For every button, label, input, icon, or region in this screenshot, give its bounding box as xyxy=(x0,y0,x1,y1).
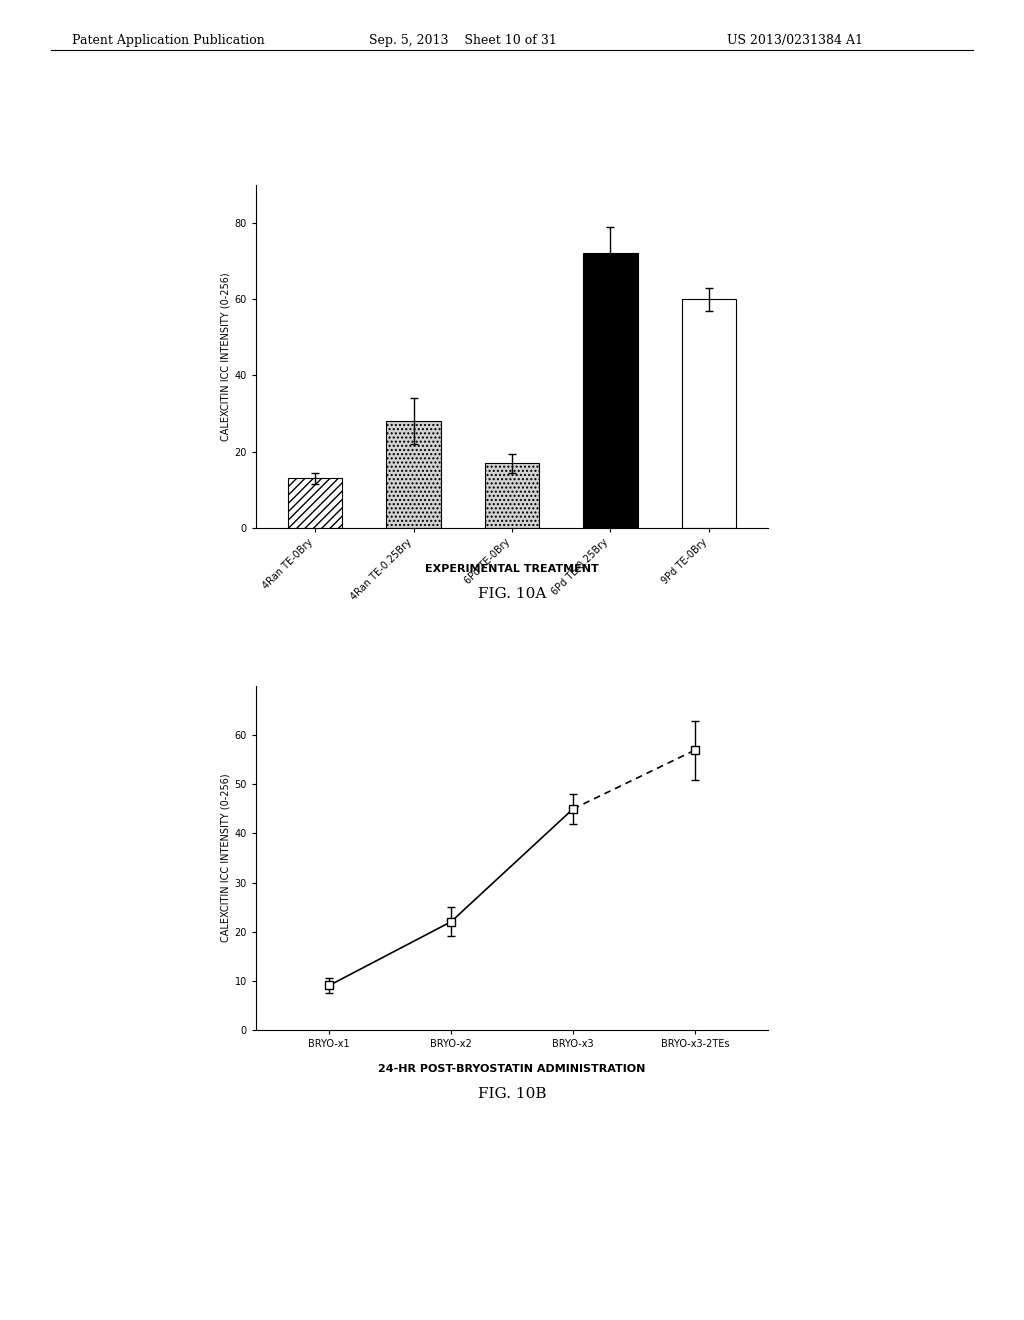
Text: Patent Application Publication: Patent Application Publication xyxy=(72,34,264,48)
Bar xyxy=(386,421,440,528)
Text: Sep. 5, 2013    Sheet 10 of 31: Sep. 5, 2013 Sheet 10 of 31 xyxy=(369,34,556,48)
Bar xyxy=(682,300,736,528)
Text: FIG. 10A: FIG. 10A xyxy=(478,587,546,601)
Y-axis label: CALEXCITIN ICC INTENSITY (0-256): CALEXCITIN ICC INTENSITY (0-256) xyxy=(220,272,230,441)
Bar xyxy=(288,478,342,528)
Text: FIG. 10B: FIG. 10B xyxy=(478,1088,546,1101)
Text: EXPERIMENTAL TREATMENT: EXPERIMENTAL TREATMENT xyxy=(425,564,599,574)
Text: US 2013/0231384 A1: US 2013/0231384 A1 xyxy=(727,34,863,48)
Bar xyxy=(584,253,638,528)
Text: 24-HR POST-BRYOSTATIN ADMINISTRATION: 24-HR POST-BRYOSTATIN ADMINISTRATION xyxy=(378,1064,646,1074)
Y-axis label: CALEXCITIN ICC INTENSITY (0-256): CALEXCITIN ICC INTENSITY (0-256) xyxy=(220,774,230,942)
Bar xyxy=(485,463,539,528)
